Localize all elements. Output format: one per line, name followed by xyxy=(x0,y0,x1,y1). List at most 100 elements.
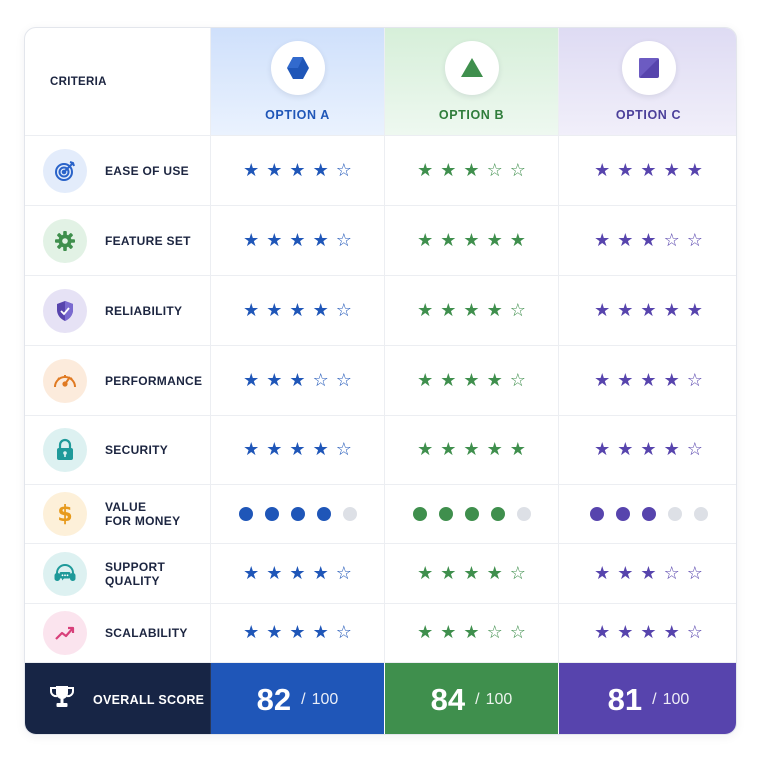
rating-c-reliability: ★ ★ ★ ★ ★ xyxy=(559,276,736,346)
empty-star-icon: ☆ xyxy=(335,369,352,391)
trend-up-icon xyxy=(43,611,87,655)
rating-stars: ★ ★ ★ ★ ★ xyxy=(594,299,703,321)
empty-star-icon: ☆ xyxy=(335,159,352,181)
empty-star-icon: ☆ xyxy=(509,299,526,321)
option-c-header[interactable]: OPTION C xyxy=(559,28,736,136)
rating-a-feature-set: ★ ★ ★ ★ ☆ xyxy=(211,206,385,276)
filled-star-icon: ★ xyxy=(312,439,329,460)
filled-star-icon: ★ xyxy=(463,369,480,391)
rating-stars: ★ ★ ★ ★ ☆ xyxy=(417,562,526,584)
target-icon xyxy=(43,148,87,193)
filled-star-icon: ★ xyxy=(463,439,480,460)
lock-icon xyxy=(43,428,87,472)
criteria-label: EASE OF USE xyxy=(105,163,189,178)
empty-dot-icon xyxy=(667,507,682,521)
trophy-icon xyxy=(47,682,77,717)
filled-star-icon: ★ xyxy=(243,299,260,321)
filled-star-icon: ★ xyxy=(266,622,283,643)
criteria-label: VALUE FOR MONEY xyxy=(105,500,181,528)
empty-star-icon: ☆ xyxy=(509,159,526,181)
filled-dot-icon xyxy=(316,507,331,521)
filled-star-icon: ★ xyxy=(486,229,503,251)
criteria-performance: PERFORMANCE xyxy=(25,346,211,416)
filled-dot-icon xyxy=(464,507,479,521)
filled-star-icon: ★ xyxy=(289,562,306,584)
empty-star-icon: ☆ xyxy=(663,562,680,584)
filled-star-icon: ★ xyxy=(509,229,526,251)
filled-star-icon: ★ xyxy=(289,439,306,460)
filled-star-icon: ★ xyxy=(312,299,329,321)
filled-star-icon: ★ xyxy=(463,562,480,584)
score-value: 82 xyxy=(256,681,292,717)
rating-stars: ★ ★ ★ ★ ☆ xyxy=(243,624,352,642)
filled-star-icon: ★ xyxy=(243,622,260,643)
filled-star-icon: ★ xyxy=(663,439,680,460)
rating-a-scalability: ★ ★ ★ ★ ☆ xyxy=(211,604,385,663)
criteria-header: CRITERIA xyxy=(25,28,211,136)
filled-star-icon: ★ xyxy=(417,622,434,643)
rating-stars: ★ ★ ★ ★ ★ xyxy=(417,441,526,459)
criteria-label: SCALABILITY xyxy=(105,626,188,640)
triangle-icon xyxy=(444,41,499,95)
filled-star-icon: ★ xyxy=(640,229,657,251)
rating-stars: ★ ★ ★ ☆ ☆ xyxy=(243,369,352,391)
empty-star-icon: ☆ xyxy=(335,562,352,584)
score-separator: / xyxy=(475,690,480,708)
overall-score-c: 81 / 100 xyxy=(559,663,736,734)
filled-star-icon: ★ xyxy=(463,159,480,181)
filled-star-icon: ★ xyxy=(440,439,457,460)
rating-stars: ★ ★ ★ ★ ★ xyxy=(417,229,526,251)
filled-star-icon: ★ xyxy=(594,299,611,321)
filled-star-icon: ★ xyxy=(486,439,503,460)
rating-b-performance: ★ ★ ★ ★ ☆ xyxy=(385,346,559,416)
rating-c-ease-of-use: ★ ★ ★ ★ ★ xyxy=(559,136,736,206)
rating-stars: ★ ★ ★ ☆ ☆ xyxy=(594,562,703,584)
rating-stars: ★ ★ ★ ★ ☆ xyxy=(243,441,352,459)
criteria-label: RELIABILITY xyxy=(105,303,183,318)
filled-star-icon: ★ xyxy=(266,369,283,391)
filled-star-icon: ★ xyxy=(312,159,329,181)
filled-star-icon: ★ xyxy=(417,562,434,584)
rating-stars: ★ ★ ★ ★ ☆ xyxy=(594,371,703,390)
filled-star-icon: ★ xyxy=(417,229,434,251)
filled-star-icon: ★ xyxy=(440,622,457,643)
filled-star-icon: ★ xyxy=(243,229,260,251)
empty-star-icon: ☆ xyxy=(486,159,503,181)
filled-star-icon: ★ xyxy=(640,622,657,643)
rating-b-security: ★ ★ ★ ★ ★ xyxy=(385,416,559,485)
rating-c-security: ★ ★ ★ ★ ☆ xyxy=(559,416,736,485)
filled-star-icon: ★ xyxy=(463,299,480,321)
filled-star-icon: ★ xyxy=(617,229,634,251)
filled-dot-icon xyxy=(615,507,630,521)
rating-a-reliability: ★ ★ ★ ★ ☆ xyxy=(211,276,385,346)
option-a-label: OPTION A xyxy=(265,108,330,122)
rating-a-value-for-money xyxy=(211,485,385,544)
dollar-icon: $ xyxy=(43,492,87,536)
filled-star-icon: ★ xyxy=(617,562,634,584)
diamond-square-icon xyxy=(621,41,676,95)
empty-star-icon: ☆ xyxy=(312,369,329,391)
criteria-scalability: SCALABILITY xyxy=(25,604,211,663)
option-a-header[interactable]: OPTION A xyxy=(211,28,385,136)
empty-star-icon: ☆ xyxy=(686,439,703,460)
filled-star-icon: ★ xyxy=(663,159,680,181)
overall-score-label: OVERALL SCORE xyxy=(93,692,205,707)
criteria-label: SUPPORT QUALITY xyxy=(105,559,166,588)
rating-a-ease-of-use: ★ ★ ★ ★ ☆ xyxy=(211,136,385,206)
criteria-value-for-money: $ VALUE FOR MONEY xyxy=(25,485,211,544)
filled-star-icon: ★ xyxy=(417,159,434,181)
filled-dot-icon xyxy=(438,507,453,521)
filled-star-icon: ★ xyxy=(243,562,260,584)
criteria-label: PERFORMANCE xyxy=(105,373,203,388)
rating-stars: ★ ★ ★ ★ ☆ xyxy=(243,159,352,181)
rating-stars: ★ ★ ★ ★ ☆ xyxy=(243,562,352,584)
filled-star-icon: ★ xyxy=(266,439,283,460)
shield-icon xyxy=(43,288,87,333)
rating-a-support-quality: ★ ★ ★ ★ ☆ xyxy=(211,544,385,604)
filled-star-icon: ★ xyxy=(440,562,457,584)
option-b-header[interactable]: OPTION B xyxy=(385,28,559,136)
filled-star-icon: ★ xyxy=(686,299,703,321)
empty-star-icon: ☆ xyxy=(509,562,526,584)
filled-star-icon: ★ xyxy=(640,439,657,460)
filled-star-icon: ★ xyxy=(440,299,457,321)
